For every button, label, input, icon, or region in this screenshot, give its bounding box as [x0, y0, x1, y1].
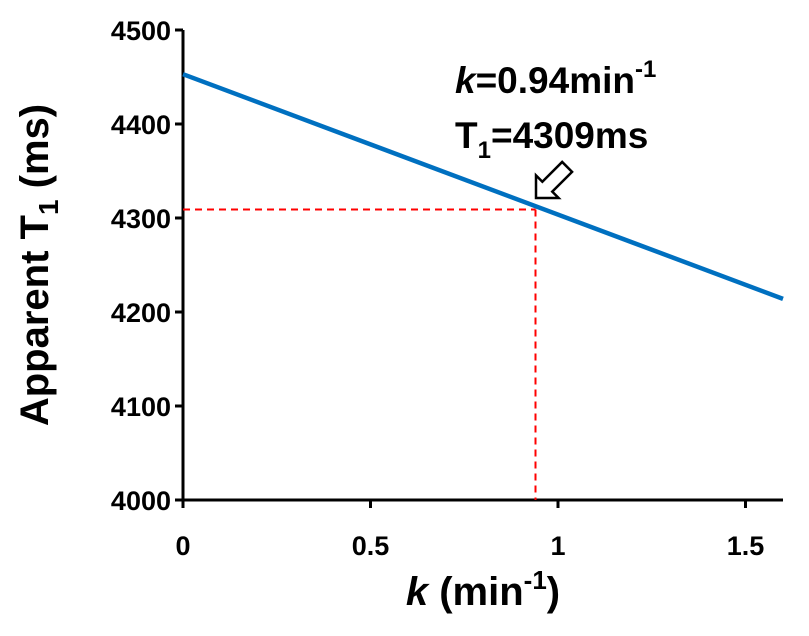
y-label-unit: (ms): [13, 104, 57, 200]
x-tick-label: 1.5: [727, 531, 765, 561]
annotation-t-var: T: [455, 115, 478, 156]
y-tick-label: 4500: [111, 16, 171, 46]
y-label-sub: 1: [33, 199, 64, 215]
annotation-t: T1=4309ms: [455, 115, 648, 164]
x-label-sup: -1: [524, 565, 547, 595]
x-label-unit: (min: [428, 570, 524, 614]
x-tick-label: 0.5: [352, 531, 390, 561]
annotation-k-var: k: [455, 60, 478, 101]
y-tick-label: 4300: [111, 204, 171, 234]
data-line: [182, 72, 784, 301]
annotation-arrow: [534, 160, 574, 200]
x-label-close: ): [547, 570, 560, 614]
annotation-k-sup: -1: [635, 56, 656, 83]
annotation-k-value: =0.94min: [476, 60, 635, 101]
x-label-var: k: [406, 570, 430, 614]
y-axis-label: Apparent T1 (ms): [13, 104, 64, 426]
annotation-k: k=0.94min-1: [455, 56, 656, 101]
arrow-shape: [534, 160, 574, 200]
y-label-main: Apparent T: [13, 215, 57, 426]
y-tick-label: 4400: [111, 110, 171, 140]
x-tick-label: 0: [175, 531, 190, 561]
x-tick-label: 1: [550, 531, 565, 561]
x-axis-label: k (min-1): [406, 565, 560, 614]
y-tick-label: 4000: [111, 486, 171, 516]
y-tick-label: 4200: [111, 298, 171, 328]
annotation-t-value: =4309ms: [491, 115, 648, 156]
annotation-t-sub: 1: [478, 137, 491, 164]
y-tick-label: 4100: [111, 392, 171, 422]
